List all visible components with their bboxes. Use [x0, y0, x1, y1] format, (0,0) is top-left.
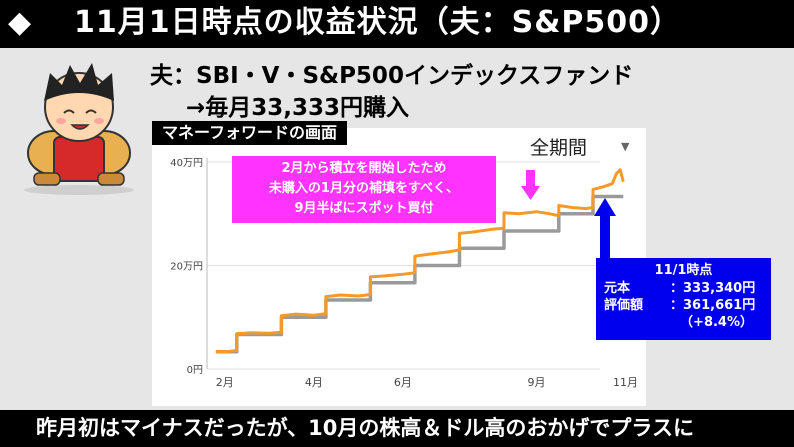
- y-tick-label: 0円: [187, 365, 203, 376]
- title-bar: [0, 0, 794, 48]
- blue-arrow-shaft: [600, 214, 610, 260]
- period-dropdown[interactable]: 全期間: [530, 137, 588, 159]
- pink-arrow-head: [521, 186, 540, 200]
- diamond-icon: ◆: [8, 5, 32, 40]
- x-tick-label: 6月: [394, 376, 412, 389]
- status-callout: 11/1時点 元本 ：333,340円 評価額 ：361,661円 （+8.4%）: [596, 258, 771, 340]
- page-title: 11月1日時点の収益状況（夫：S&P500）: [74, 5, 681, 40]
- x-tick-label: 4月: [305, 376, 323, 389]
- callout-line: 未購入の1月分の補填をすべく、: [268, 181, 460, 196]
- x-tick-label: 2月: [216, 376, 234, 389]
- gain-percent: （+8.4%）: [680, 315, 753, 330]
- x-tick-label: 9月: [527, 376, 545, 389]
- boy-illustration: [24, 63, 134, 195]
- principal-value: ：333,340円: [670, 281, 756, 296]
- valuation-value: ：361,661円: [670, 298, 756, 313]
- y-tick-label: 40万円: [170, 158, 203, 169]
- principal-label: 元本: [604, 281, 631, 296]
- valuation-row: 評価額 ：361,661円: [604, 297, 763, 314]
- pink-arrow-shaft: [526, 170, 535, 186]
- status-date: 11/1時点: [654, 263, 713, 278]
- x-tick-label: 11月: [613, 376, 638, 389]
- blue-arrow-head: [594, 198, 616, 216]
- footer-bar: [0, 410, 794, 447]
- valuation-label: 評価額: [604, 298, 644, 313]
- monthly-purchase: →毎月33,333円購入: [186, 95, 410, 121]
- fund-name: 夫：SBI・V・S&P500インデックスファンド: [150, 63, 634, 89]
- callout-line: 9月半ばにスポット買付: [294, 201, 434, 216]
- footer-caption: 昨月初はマイナスだったが、10月の株高＆ドル高のおかげでプラスに: [36, 416, 694, 440]
- spot-buy-callout: 2月から積立を開始したため 未購入の1月分の補填をすべく、 9月半ばにスポット買…: [232, 156, 496, 223]
- panel-label: マネーフォワードの画面: [152, 121, 348, 145]
- chevron-down-icon[interactable]: ▼: [621, 140, 630, 153]
- callout-line: 2月から積立を開始したため: [281, 161, 447, 176]
- principal-row: 元本 ：333,340円: [604, 280, 763, 297]
- y-tick-label: 20万円: [170, 262, 203, 273]
- valuation-line: [215, 168, 625, 354]
